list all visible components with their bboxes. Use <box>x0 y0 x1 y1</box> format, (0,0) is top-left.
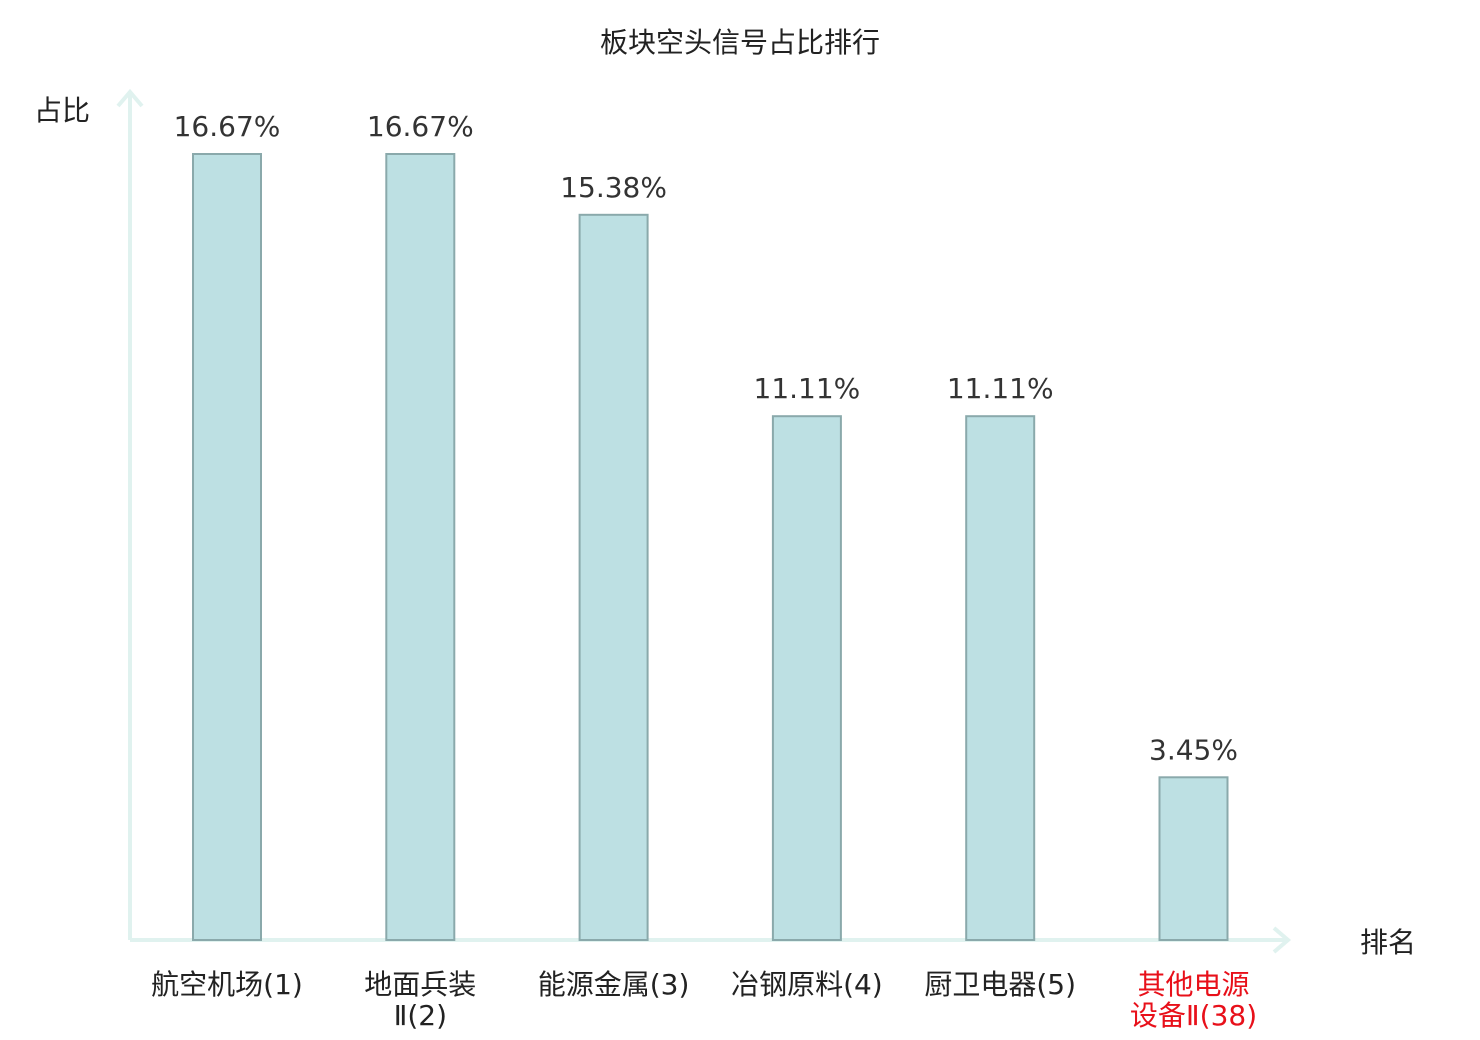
y-axis-label: 占比 <box>34 94 90 127</box>
x-axis-arrow-icon <box>1272 926 1292 954</box>
value-label-5: 3.45% <box>1149 733 1238 766</box>
bars <box>192 153 1229 942</box>
category-label-3: 冶钢原料(4) <box>731 968 883 1001</box>
value-label-4: 11.11% <box>947 372 1054 405</box>
category-label-2: 能源金属(3) <box>538 968 690 1001</box>
category-label-5-line-0: 其他电源 <box>1137 968 1249 1001</box>
x-axis-label: 排名 <box>1360 926 1416 959</box>
category-label-0: 航空机场(1) <box>151 968 303 1001</box>
value-label-2: 15.38% <box>560 171 667 204</box>
axes <box>116 88 1292 954</box>
category-label-1-line-0: 地面兵装 <box>364 968 476 1001</box>
y-axis-arrow-icon <box>116 88 144 108</box>
value-labels: 16.67% 16.67% 15.38% 11.11% 11.11% 3.45% <box>174 110 1238 766</box>
category-label-4: 厨卫电器(5) <box>924 968 1076 1001</box>
category-label-1-line-1: Ⅱ(2) <box>394 999 447 1032</box>
value-label-0: 16.67% <box>174 110 281 143</box>
category-label-5-line-1: 设备Ⅱ(38) <box>1130 999 1257 1032</box>
bar-1 <box>385 153 456 941</box>
bar-0 <box>192 153 262 941</box>
bar-2 <box>578 213 649 942</box>
value-label-3: 11.11% <box>754 372 861 405</box>
chart-title: 板块空头信号占比排行 <box>600 26 880 59</box>
bar-5 <box>1158 776 1229 941</box>
value-label-1: 16.67% <box>367 110 474 143</box>
bar-3 <box>771 415 842 941</box>
bar-4 <box>965 415 1036 941</box>
